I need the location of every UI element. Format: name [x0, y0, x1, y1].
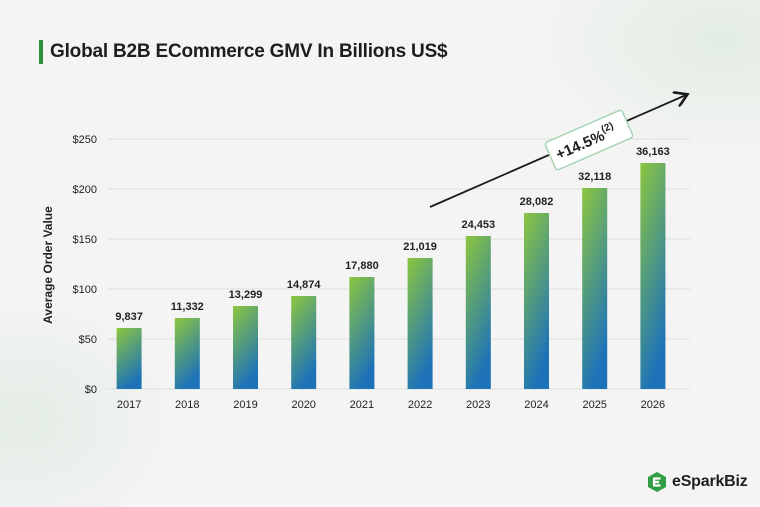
- bar-series: [116, 163, 666, 389]
- bar: [407, 258, 433, 389]
- bar: [640, 163, 666, 389]
- bar: [582, 188, 608, 389]
- data-labels: 9,837 11,332 13,299 14,874 17,880 21,019 24,45…: [115, 146, 669, 323]
- brand-logo: eSparkBiz: [647, 470, 748, 494]
- y-tick-label: $50: [79, 334, 97, 346]
- bar: [233, 306, 258, 389]
- x-tick-label: 2026: [641, 399, 665, 411]
- growth-annotation-badge: +14.5%(2): [544, 109, 634, 171]
- bar: [291, 296, 317, 389]
- y-tick-label: $150: [73, 234, 97, 246]
- x-tick-label: 2019: [233, 399, 257, 411]
- bar: [524, 213, 549, 389]
- x-tick-label: 2020: [291, 399, 315, 411]
- bar: [174, 318, 200, 389]
- growth-rate-footnote: (2): [600, 121, 616, 136]
- brand-name: eSparkBiz: [672, 473, 748, 490]
- data-label: 21,019: [403, 241, 437, 253]
- y-tick-label: $200: [73, 184, 97, 196]
- x-tick-label: 2018: [175, 399, 199, 411]
- data-label: 28,082: [520, 196, 554, 208]
- data-label: 9,837: [115, 311, 143, 323]
- y-axis-label: Average Order Value: [41, 206, 55, 324]
- data-label: 13,299: [229, 289, 263, 301]
- data-label: 36,163: [636, 146, 670, 158]
- esparkbiz-logo-icon: [648, 472, 666, 492]
- bar: [349, 277, 375, 389]
- title-accent-bar: [39, 40, 43, 64]
- data-label: 32,118: [578, 171, 611, 183]
- data-label: 17,880: [345, 260, 379, 272]
- y-axis-ticks: $0 $50 $100 $150 $200 $250: [73, 134, 97, 396]
- y-tick-label: $0: [85, 384, 97, 396]
- data-label: 24,453: [461, 219, 495, 231]
- growth-badge-box: [544, 109, 634, 171]
- x-axis-ticks: 2017 2018 2019 2020 2021 2022 2023 2024 2025 2026: [117, 399, 665, 411]
- x-tick-label: 2023: [466, 399, 490, 411]
- y-tick-label: $250: [73, 134, 97, 146]
- x-tick-label: 2017: [117, 399, 141, 411]
- x-tick-label: 2021: [350, 399, 374, 411]
- y-tick-label: $100: [73, 284, 97, 296]
- data-label: 14,874: [287, 279, 322, 291]
- x-tick-label: 2022: [408, 399, 432, 411]
- data-label: 11,332: [171, 301, 204, 313]
- x-tick-label: 2024: [524, 399, 548, 411]
- chart-title: Global B2B ECommerce GMV In Billions US$: [50, 41, 448, 62]
- bar: [465, 236, 491, 389]
- bar: [116, 328, 142, 389]
- x-tick-label: 2025: [582, 399, 606, 411]
